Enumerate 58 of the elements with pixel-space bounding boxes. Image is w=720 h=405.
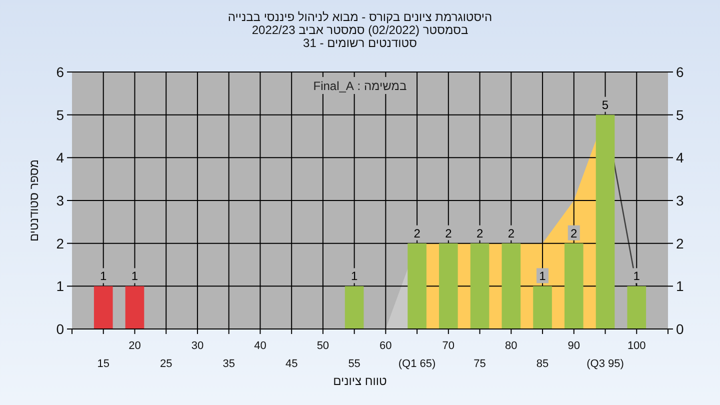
x-tick-label: 60 [380, 340, 392, 352]
data-label: 1 [100, 269, 108, 284]
y2-tick-label: 1 [676, 278, 684, 294]
x-tick-label: 70 [442, 340, 455, 352]
bar [564, 243, 584, 329]
y-tick-label: 2 [56, 235, 64, 252]
bar [470, 243, 490, 329]
x-tick-label: 75 [474, 358, 486, 370]
bar [533, 286, 552, 329]
x-tick-label: 15 [97, 358, 110, 370]
y-tick-label: 4 [56, 150, 64, 166]
data-label: 1 [350, 269, 358, 284]
x-tick-label: 40 [254, 340, 266, 352]
bar [627, 286, 646, 329]
x-tick-label: 100 [627, 340, 646, 352]
x-tick-label: 80 [505, 340, 518, 352]
x-tick-label: 20 [128, 340, 141, 352]
y2-tick-label: 2 [676, 235, 684, 252]
x-tick-label: 50 [316, 340, 330, 352]
x-tick-label: (Q3 95) [586, 358, 624, 370]
data-label: 2 [414, 226, 421, 240]
data-label: 2 [570, 226, 578, 240]
y-tick-label: 1 [56, 278, 64, 294]
data-label: 2 [476, 226, 484, 240]
y-tick-label: 6 [56, 64, 64, 80]
data-label: 2 [508, 226, 515, 240]
data-label: 1 [539, 269, 546, 284]
x-tick-label: 35 [222, 358, 235, 370]
chart-subtitle: בסמסטר (02/2022) סמסטר אביב 2022/23 סטודנטים רשומים - 31 [252, 23, 468, 50]
x-tick-label: 85 [536, 358, 549, 370]
y2-tick-label: 3 [676, 192, 684, 208]
y-tick-label: 3 [56, 192, 64, 208]
y2-tick-label: 4 [676, 150, 684, 166]
y-axis-title: מספר סטודנטים [27, 159, 41, 242]
bar [439, 243, 458, 329]
x-tick-label: 90 [568, 340, 580, 352]
x-tick-label: 30 [191, 340, 204, 352]
annotation: במשימה : Final_A [313, 79, 407, 93]
x-tick-label: (Q1 65) [398, 358, 436, 370]
data-label: 5 [602, 98, 609, 112]
y2-tick-label: 0 [676, 321, 684, 337]
x-tick-label: 55 [348, 358, 360, 370]
y-tick-label: 0 [56, 321, 64, 337]
data-label: 1 [131, 269, 138, 284]
data-label: 2 [445, 226, 452, 240]
x-tick-label: 25 [160, 358, 172, 370]
x-tick-label: 45 [285, 358, 298, 370]
bar [596, 114, 615, 329]
bar [125, 286, 144, 329]
y2-tick-label: 6 [676, 64, 684, 80]
x-axis-title: טווח ציונים [333, 374, 388, 388]
data-label: 1 [633, 269, 640, 284]
bar [344, 286, 364, 329]
bar [502, 243, 521, 329]
bar [94, 286, 113, 329]
y2-tick-label: 5 [676, 106, 684, 123]
chart-title: היסטוגרמת ציונים בקורס - מבוא לניהול פיננסי בבנייה [228, 10, 492, 24]
y-tick-label: 5 [56, 106, 64, 123]
